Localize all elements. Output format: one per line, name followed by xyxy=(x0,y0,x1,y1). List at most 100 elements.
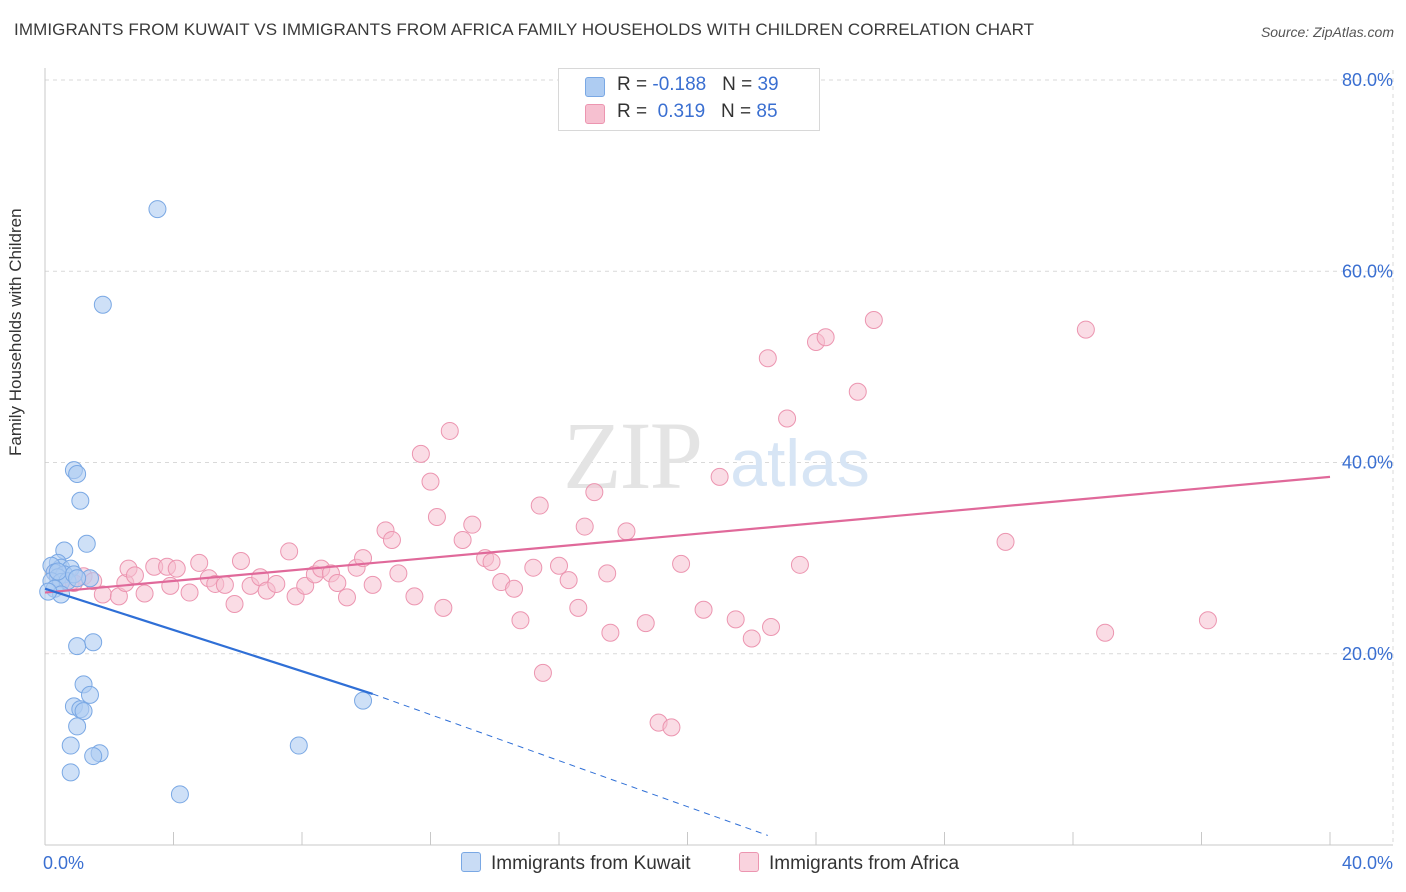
africa-point xyxy=(411,444,430,463)
africa-point xyxy=(180,583,199,602)
africa-point xyxy=(354,549,373,568)
africa-point xyxy=(848,382,867,401)
kuwait-legend-swatch xyxy=(461,852,481,872)
legend-item-kuwait[interactable]: Immigrants from Kuwait xyxy=(461,852,691,875)
africa-point xyxy=(363,575,382,594)
kuwait-point xyxy=(80,685,99,704)
africa-point xyxy=(996,532,1015,551)
kuwait-swatch xyxy=(585,77,605,97)
kuwait-trend-line xyxy=(44,587,374,695)
kuwait-n-label: N = xyxy=(722,74,758,95)
africa-point xyxy=(601,623,620,642)
africa-legend-swatch xyxy=(739,852,759,872)
kuwait-n-value: 39 xyxy=(757,74,779,95)
africa-point xyxy=(694,600,713,619)
kuwait-point xyxy=(170,785,189,804)
africa-point xyxy=(190,553,209,572)
africa-point xyxy=(231,551,250,570)
africa-point xyxy=(726,610,745,629)
chart-title: IMMIGRANTS FROM KUWAIT VS IMMIGRANTS FRO… xyxy=(14,20,1035,39)
axes xyxy=(44,68,1393,846)
kuwait-points xyxy=(39,200,373,804)
africa-point xyxy=(1096,623,1115,642)
africa-point xyxy=(758,349,777,368)
kuwait-point xyxy=(68,569,87,588)
kuwait-point xyxy=(84,747,103,766)
africa-point xyxy=(524,558,543,577)
africa-points xyxy=(45,311,1217,737)
y-axis-label: Family Households with Children xyxy=(6,208,25,456)
kuwait-trend-extension xyxy=(372,693,768,836)
africa-point xyxy=(225,595,244,614)
africa-point xyxy=(550,556,568,575)
africa-point xyxy=(559,571,578,590)
kuwait-point xyxy=(68,464,87,483)
x-tick-label: 0.0% xyxy=(43,853,84,873)
africa-point xyxy=(585,483,604,502)
africa-point xyxy=(337,588,356,607)
africa-point xyxy=(434,598,453,617)
legend-item-africa[interactable]: Immigrants from Africa xyxy=(739,852,959,875)
africa-point xyxy=(267,574,286,593)
africa-point xyxy=(710,467,729,486)
africa-r-label: R = xyxy=(617,101,653,122)
africa-point xyxy=(280,542,299,561)
kuwait-point xyxy=(61,763,80,782)
africa-r-value: 0.319 xyxy=(652,101,706,122)
africa-point xyxy=(742,629,761,648)
africa-point xyxy=(125,566,144,585)
watermark-atlas: atlas xyxy=(730,426,869,500)
africa-point xyxy=(505,579,524,598)
africa-point xyxy=(778,409,797,428)
africa-point xyxy=(453,530,472,549)
kuwait-r-value: -0.188 xyxy=(652,74,707,95)
africa-point xyxy=(328,573,347,592)
africa-point xyxy=(662,718,681,737)
kuwait-point xyxy=(354,691,373,710)
africa-point xyxy=(135,584,154,603)
africa-point xyxy=(672,554,691,573)
africa-point xyxy=(427,508,446,527)
africa-point xyxy=(405,587,424,606)
kuwait-point xyxy=(148,200,167,219)
africa-point xyxy=(296,576,315,595)
africa-n-label: N = xyxy=(721,101,757,122)
africa-trend-line xyxy=(44,475,1331,594)
kuwait-point xyxy=(93,295,112,314)
kuwait-point xyxy=(68,717,87,736)
y-tick-label: 60.0% xyxy=(1342,261,1393,281)
kuwait-point xyxy=(48,562,67,581)
kuwait-point xyxy=(68,637,87,656)
africa-point xyxy=(382,530,401,549)
africa-point xyxy=(389,564,408,583)
africa-point xyxy=(1076,320,1095,339)
africa-point xyxy=(790,555,809,574)
africa-point xyxy=(511,611,530,630)
africa-point xyxy=(530,496,549,515)
grid-lines xyxy=(45,70,1394,845)
africa-point xyxy=(482,552,501,571)
tick-labels: 20.0% 40.0% 60.0% 80.0% 0.0% 40.0% xyxy=(43,70,1393,873)
africa-point xyxy=(167,559,186,578)
watermark-zip: ZIP xyxy=(563,402,701,509)
africa-swatch xyxy=(585,104,605,124)
africa-point xyxy=(762,617,781,636)
kuwait-point xyxy=(84,633,103,652)
kuwait-legend-label: Immigrants from Kuwait xyxy=(491,853,691,874)
africa-n-value: 85 xyxy=(756,101,778,122)
africa-point xyxy=(864,311,883,330)
africa-point xyxy=(533,663,552,682)
watermark: ZIP atlas xyxy=(563,402,870,509)
africa-point xyxy=(816,328,835,347)
africa-point xyxy=(463,515,482,534)
africa-point xyxy=(1198,611,1217,630)
kuwait-r-label: R = xyxy=(617,74,653,95)
africa-point xyxy=(598,564,617,583)
africa-point xyxy=(215,575,234,594)
x-tick-label: 40.0% xyxy=(1342,853,1393,873)
africa-legend-label: Immigrants from Africa xyxy=(769,853,960,874)
source-label: Source: ZipAtlas.com xyxy=(1260,24,1394,40)
series-legend: Immigrants from Kuwait Immigrants from A… xyxy=(0,852,1406,878)
kuwait-point xyxy=(289,736,308,755)
